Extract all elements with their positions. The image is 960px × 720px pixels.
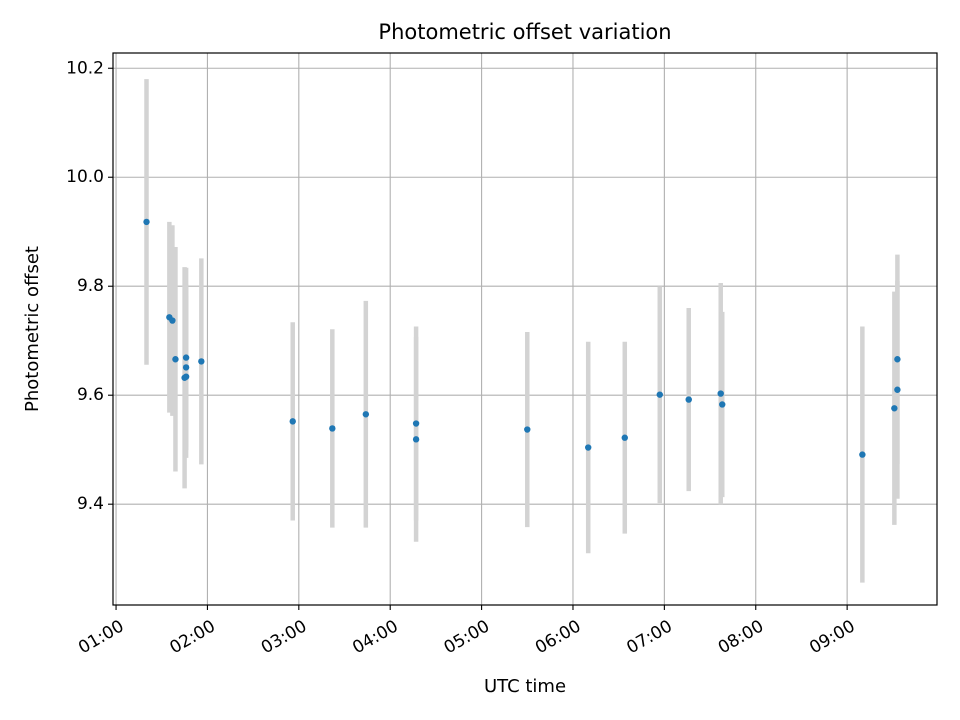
data-point xyxy=(362,411,370,418)
data-point xyxy=(685,396,692,403)
data-point xyxy=(894,386,901,393)
chart-title: Photometric offset variation xyxy=(378,20,671,44)
data-point xyxy=(524,426,531,433)
data-points xyxy=(143,218,901,458)
data-point xyxy=(412,420,420,427)
data-point xyxy=(621,434,628,441)
data-point xyxy=(585,444,592,451)
data-point xyxy=(719,401,726,408)
y-tick-label: 10.0 xyxy=(66,167,104,187)
plot-frame xyxy=(112,52,938,606)
y-tick-label: 9.8 xyxy=(77,276,104,296)
data-point xyxy=(329,425,336,432)
data-point xyxy=(169,317,176,324)
data-point xyxy=(412,436,420,443)
x-axis-label: UTC time xyxy=(484,676,566,697)
y-axis-ticks: 9.4 9.6 9.8 10.0 10.2 xyxy=(66,58,113,514)
data-point xyxy=(891,405,898,412)
data-point xyxy=(717,390,724,397)
y-tick-label: 9.6 xyxy=(77,385,104,405)
data-point xyxy=(859,451,866,458)
y-axis-label: Photometric offset xyxy=(22,246,43,412)
data-point xyxy=(894,356,901,363)
y-tick-label: 10.2 xyxy=(66,58,104,78)
data-point xyxy=(289,418,296,425)
data-point xyxy=(143,218,150,226)
data-point xyxy=(182,364,190,371)
data-point xyxy=(172,356,179,363)
y-tick-label: 9.4 xyxy=(77,494,104,514)
data-point xyxy=(198,358,205,365)
data-point xyxy=(656,391,663,398)
data-point xyxy=(182,373,190,380)
data-point xyxy=(182,354,190,361)
grid xyxy=(113,53,937,605)
